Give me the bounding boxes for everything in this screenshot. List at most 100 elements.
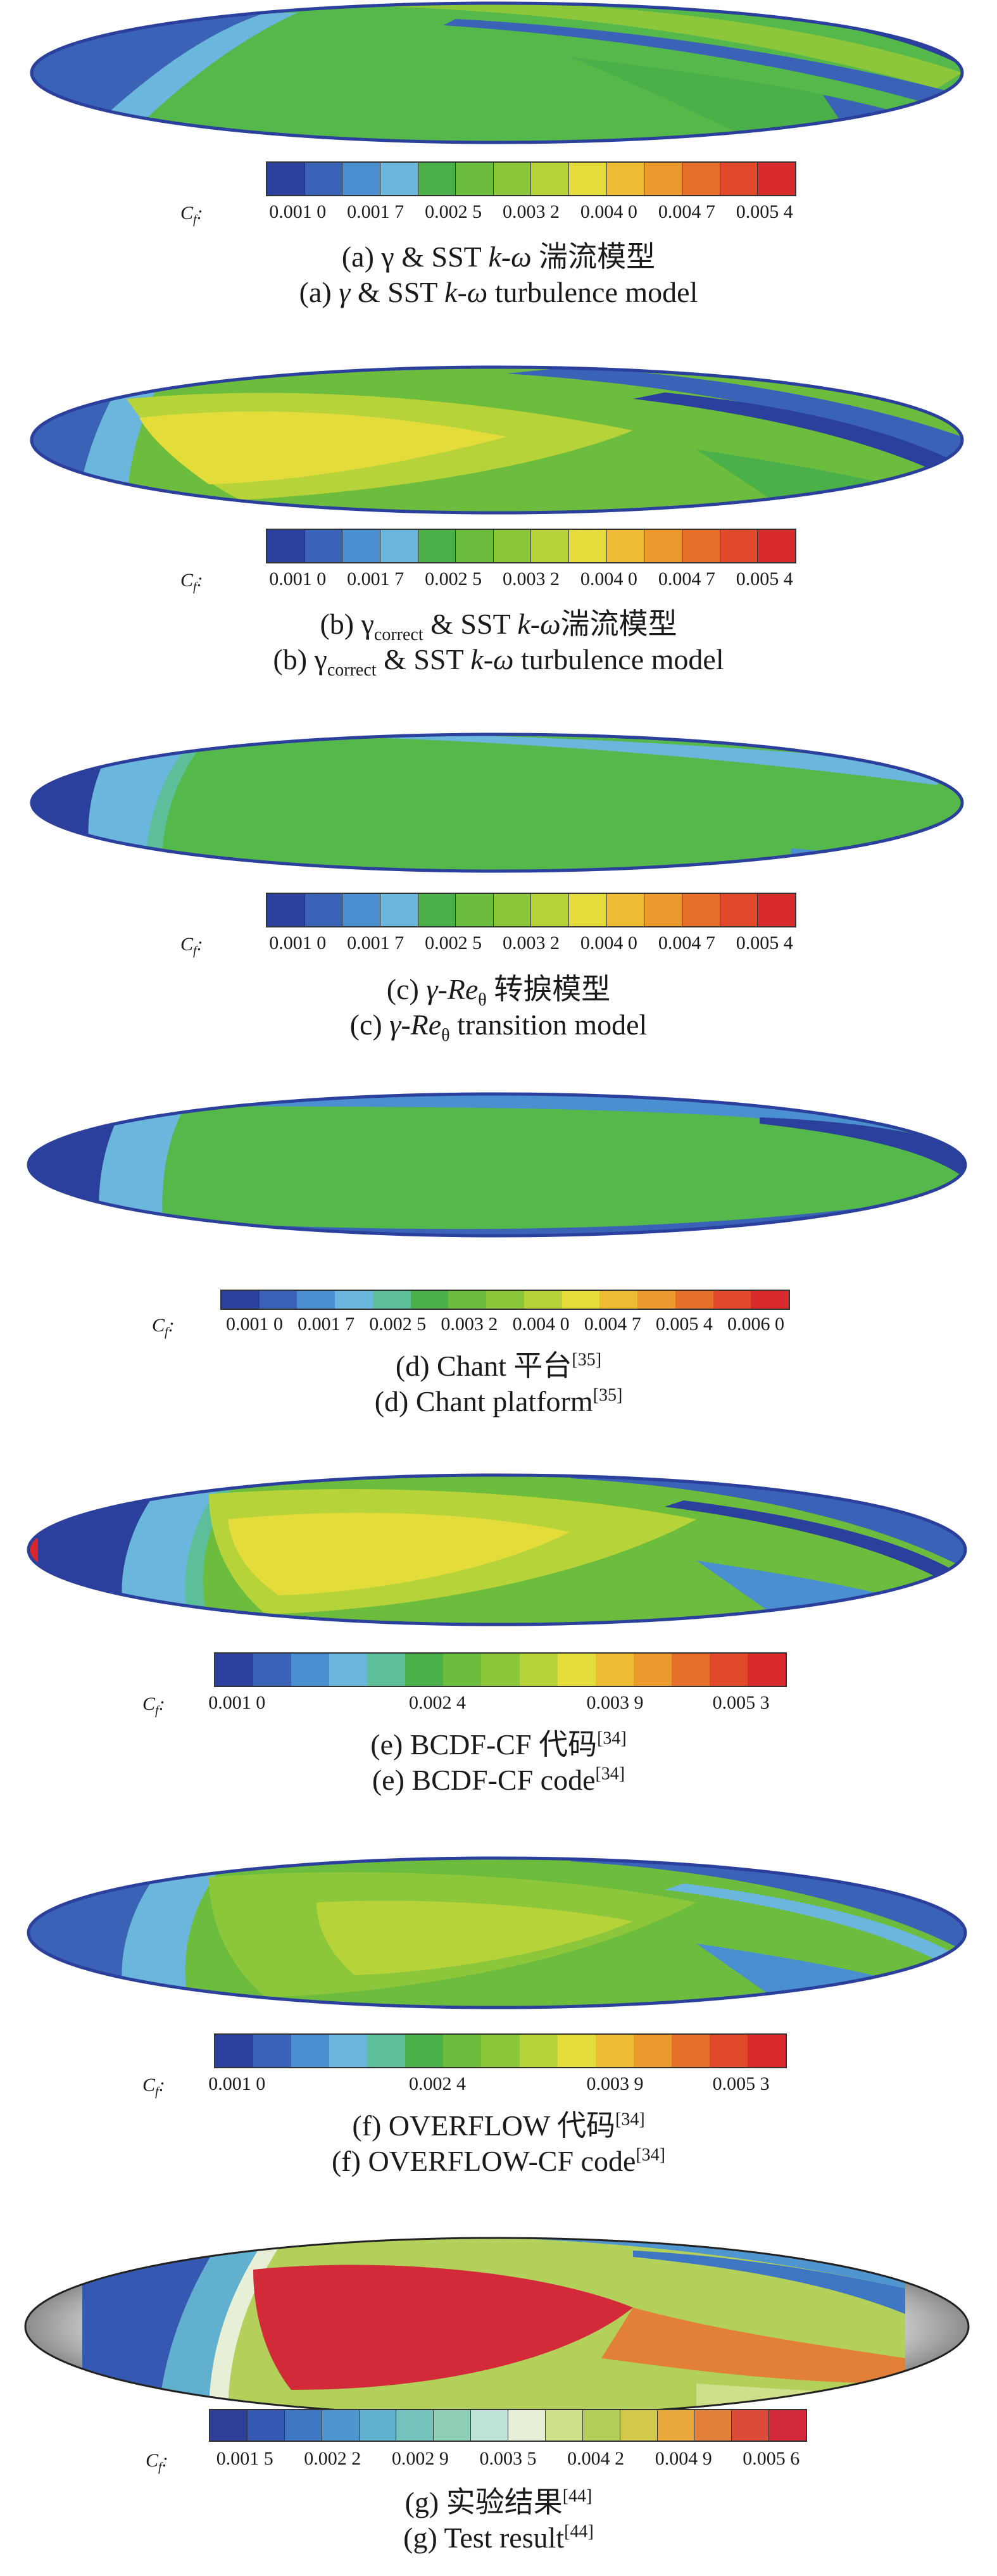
colorbar-tick-label: 0.001 0 <box>269 933 327 953</box>
colorbar-segment <box>633 1654 672 1686</box>
colorbar-tick-label: 0.001 0 <box>269 569 327 589</box>
colorbar-tick-label: 0.001 0 <box>226 1314 283 1335</box>
colorbar-segment <box>709 2035 748 2067</box>
colorbar-segment <box>606 530 644 562</box>
colorbar-segment <box>379 163 418 195</box>
colorbar-segment <box>682 894 720 926</box>
colorbar-segment <box>599 1291 638 1309</box>
colorbar-segment <box>284 2410 322 2441</box>
colorbar-segment <box>246 2410 284 2441</box>
colorbar-segment <box>253 1654 292 1686</box>
colorbar-segment <box>719 530 758 562</box>
colorbar-e <box>214 1652 787 1687</box>
colorbar-segment <box>492 894 531 926</box>
colorbar-segment <box>644 530 682 562</box>
colorbar-tick-label: 0.002 5 <box>425 201 482 222</box>
colorbar-segment <box>329 2035 368 2067</box>
tick-labels-c: 0.001 0 0.001 7 0.002 5 0.003 2 0.004 0 0.004… <box>266 933 796 955</box>
colorbar-segment <box>215 1654 254 1686</box>
colorbar-segment <box>530 530 569 562</box>
colorbar-segment <box>417 894 456 926</box>
colorbar-tick-label: 0.003 2 <box>503 201 560 222</box>
colorbar-segment <box>267 894 304 926</box>
colorbar-segment <box>713 1291 751 1309</box>
colorbar-tick-label: 0.004 9 <box>655 2448 712 2469</box>
colorbar-segment <box>671 1654 710 1686</box>
colorbar-segment <box>304 530 342 562</box>
colorbar-segment <box>379 894 418 926</box>
colorbar-tick-label: 0.003 2 <box>441 1314 498 1335</box>
colorbar-segment <box>757 894 795 926</box>
colorbar-segment <box>304 894 342 926</box>
colorbar-tick-label: 0.002 4 <box>408 1692 466 1713</box>
colorbar-segment <box>656 2410 694 2441</box>
contour-plot-a <box>30 1 964 144</box>
colorbar-segment <box>524 1291 562 1309</box>
colorbar-segment <box>682 163 720 195</box>
colorbar-segment <box>455 530 493 562</box>
colorbar-tick-label: 0.001 0 <box>269 201 327 222</box>
colorbar-segment <box>731 2410 769 2441</box>
colorbar-tick-label: 0.004 7 <box>658 201 715 222</box>
colorbar-segment <box>557 2035 596 2067</box>
colorbar-segment <box>568 894 606 926</box>
colorbar-segment <box>321 2410 359 2441</box>
colorbar-segment <box>719 163 758 195</box>
caption-cn-a: (a) γ & SST k-ω 湍流模型 <box>341 241 656 273</box>
colorbar-tick-label: 0.005 3 <box>712 2073 770 2094</box>
colorbar-segment <box>719 894 758 926</box>
colorbar-segment <box>582 2410 620 2441</box>
colorbar-tick-label: 0.001 7 <box>347 569 404 589</box>
colorbar-segment <box>568 163 606 195</box>
colorbar-segment <box>619 2410 657 2441</box>
colorbar-segment <box>372 1291 411 1309</box>
colorbar-c <box>266 893 796 927</box>
colorbar-segment <box>682 530 720 562</box>
contour-plot-b <box>30 365 964 515</box>
colorbar-segment <box>470 2410 508 2441</box>
colorbar-tick-label: 0.002 5 <box>425 933 482 953</box>
colorbar-tick-label: 0.002 4 <box>408 2073 466 2094</box>
tick-labels-f: 0.001 0 0.002 4 0.003 9 0.005 3 <box>208 2073 787 2096</box>
colorbar-segment <box>342 530 380 562</box>
contour-plot-c <box>30 732 964 873</box>
colorbar-segment <box>448 1291 487 1309</box>
colorbar-segment <box>304 163 342 195</box>
colorbar-tick-label: 0.003 9 <box>586 2073 644 2094</box>
colorbar-segment <box>644 894 682 926</box>
colorbar-tick-label: 0.004 7 <box>658 933 715 953</box>
colorbar-label-e: Cf: <box>142 1693 165 1718</box>
colorbar-segment <box>342 894 380 926</box>
colorbar-segment <box>433 2410 471 2441</box>
colorbar-tick-label: 0.001 0 <box>208 2073 266 2094</box>
colorbar-segment <box>222 1291 260 1309</box>
tick-labels-e: 0.001 0 0.002 4 0.003 9 0.005 3 <box>208 1692 787 1715</box>
colorbar-tick-label: 0.005 4 <box>655 1314 713 1335</box>
colorbar-segment <box>405 2035 444 2067</box>
caption-en-g: (g) Test result[44] <box>403 2522 594 2554</box>
colorbar-segment <box>358 2410 396 2441</box>
colorbar-tick-label: 0.005 4 <box>736 569 793 589</box>
colorbar-segment <box>443 1654 482 1686</box>
caption-cn-c: (c) γ-Reθ 转捩模型 <box>386 973 611 1010</box>
colorbar-b <box>266 529 796 563</box>
colorbar-tick-label: 0.005 4 <box>736 933 793 953</box>
colorbar-segment <box>544 2410 582 2441</box>
colorbar-segment <box>568 530 606 562</box>
colorbar-tick-label: 0.005 4 <box>736 201 793 222</box>
colorbar-tick-label: 0.002 5 <box>425 569 482 589</box>
colorbar-segment <box>417 163 456 195</box>
colorbar-segment <box>595 1654 634 1686</box>
colorbar-segment <box>530 163 569 195</box>
colorbar-segment <box>335 1291 373 1309</box>
colorbar-tick-label: 0.006 0 <box>727 1314 784 1335</box>
colorbar-segment <box>405 1654 444 1686</box>
colorbar-f <box>214 2033 787 2068</box>
colorbar-tick-label: 0.001 7 <box>298 1314 355 1335</box>
colorbar-segment <box>519 1654 558 1686</box>
tick-labels-d: 0.001 0 0.001 7 0.002 5 0.003 2 0.004 0 0.004… <box>220 1314 790 1336</box>
colorbar-segment <box>633 2035 672 2067</box>
colorbar-label-g: Cf: <box>146 2450 168 2474</box>
colorbar-segment <box>259 1291 298 1309</box>
colorbar-segment <box>606 163 644 195</box>
